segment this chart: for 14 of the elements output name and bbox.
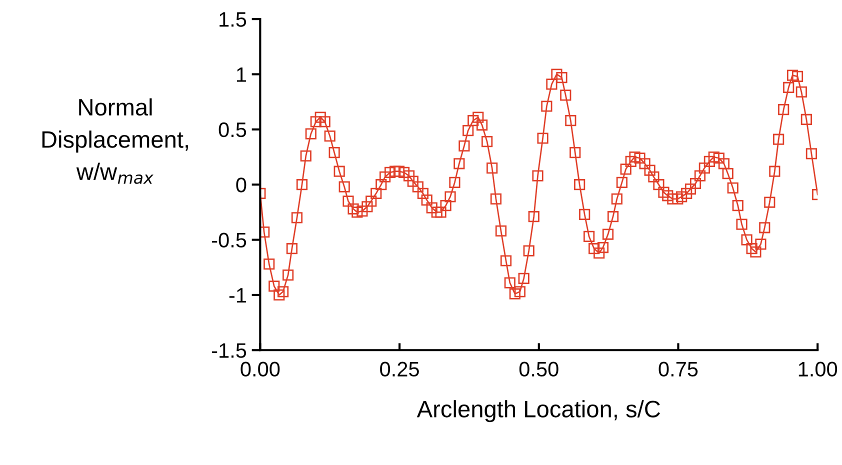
y-tick-label: 1.5 [220, 12, 246, 27]
y-tick-label: -1 [229, 288, 246, 303]
y-tick-label: 0 [236, 178, 246, 192]
x-tick-label: 0.25 [380, 362, 419, 377]
y-tick-label: -0.5 [212, 232, 246, 248]
y-tick-label: 0.5 [218, 122, 246, 138]
x-tick-label: 1.00 [798, 362, 838, 377]
y-tick-label: -1.5 [212, 343, 246, 358]
x-tick-label: 0.00 [240, 362, 280, 377]
y-axis-title: Normal Displacement, w/w$_{max}$ [42, 98, 188, 184]
y-tick-label: 1 [236, 67, 246, 82]
x-tick-label: 0.50 [519, 362, 558, 377]
x-tick-label: 0.75 [658, 362, 698, 377]
x-axis-title: Arclength Location, s/C [416, 400, 660, 422]
